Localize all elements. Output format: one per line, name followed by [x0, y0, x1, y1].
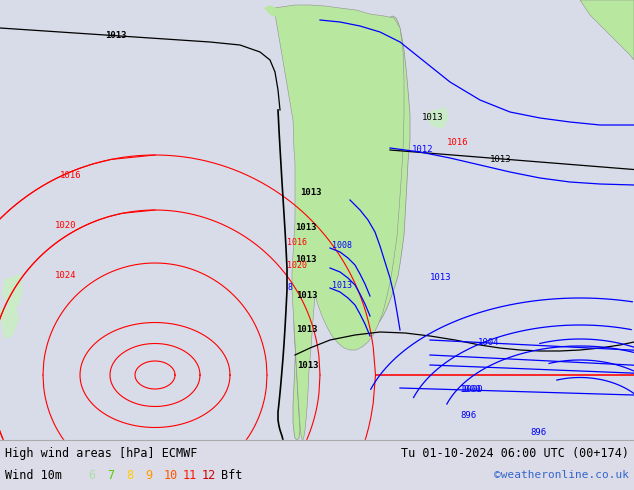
- Text: 1013: 1013: [490, 155, 512, 164]
- Text: 1013: 1013: [300, 188, 321, 197]
- Text: ©weatheronline.co.uk: ©weatheronline.co.uk: [494, 470, 629, 480]
- Text: Wind 10m: Wind 10m: [5, 468, 62, 482]
- Bar: [0, 0, 634, 440]
- Text: 1013: 1013: [297, 361, 318, 370]
- Text: 1013: 1013: [105, 31, 127, 40]
- Text: 10: 10: [164, 468, 178, 482]
- Polygon shape: [580, 0, 634, 60]
- Text: 1004: 1004: [478, 338, 500, 347]
- Text: 8: 8: [287, 283, 292, 292]
- Text: 6: 6: [88, 468, 95, 482]
- Polygon shape: [3, 275, 22, 308]
- Text: High wind areas [hPa] ECMWF: High wind areas [hPa] ECMWF: [5, 446, 197, 460]
- Text: 1020: 1020: [55, 221, 77, 230]
- Text: 7: 7: [107, 468, 114, 482]
- Polygon shape: [265, 6, 278, 16]
- Text: 11: 11: [183, 468, 197, 482]
- Text: 8: 8: [126, 468, 133, 482]
- Text: 1013: 1013: [295, 255, 316, 264]
- Text: 1016: 1016: [447, 138, 469, 147]
- Text: 1013: 1013: [422, 113, 444, 122]
- Text: 9: 9: [145, 468, 152, 482]
- Polygon shape: [0, 305, 18, 338]
- Text: 1013: 1013: [332, 281, 352, 290]
- Text: 1013: 1013: [296, 291, 318, 300]
- Text: 1016: 1016: [60, 171, 82, 180]
- Bar: [0, 440, 634, 490]
- Text: 1024: 1024: [55, 271, 77, 280]
- Text: Tu 01-10-2024 06:00 UTC (00+174): Tu 01-10-2024 06:00 UTC (00+174): [401, 446, 629, 460]
- Text: 1013: 1013: [296, 325, 318, 334]
- Text: 1020: 1020: [287, 261, 307, 270]
- Text: Bft: Bft: [221, 468, 242, 482]
- Text: 1000: 1000: [462, 385, 484, 394]
- Text: 12: 12: [202, 468, 216, 482]
- Text: 1013: 1013: [295, 223, 316, 232]
- Text: 896: 896: [460, 411, 476, 420]
- Text: 1008: 1008: [332, 241, 352, 250]
- Text: 1013: 1013: [430, 273, 451, 282]
- Text: 1000: 1000: [460, 385, 481, 394]
- Text: 896: 896: [530, 428, 546, 437]
- Polygon shape: [293, 9, 410, 440]
- Text: 1016: 1016: [287, 238, 307, 247]
- Polygon shape: [428, 108, 448, 128]
- Text: 1012: 1012: [412, 145, 434, 154]
- Polygon shape: [274, 5, 404, 440]
